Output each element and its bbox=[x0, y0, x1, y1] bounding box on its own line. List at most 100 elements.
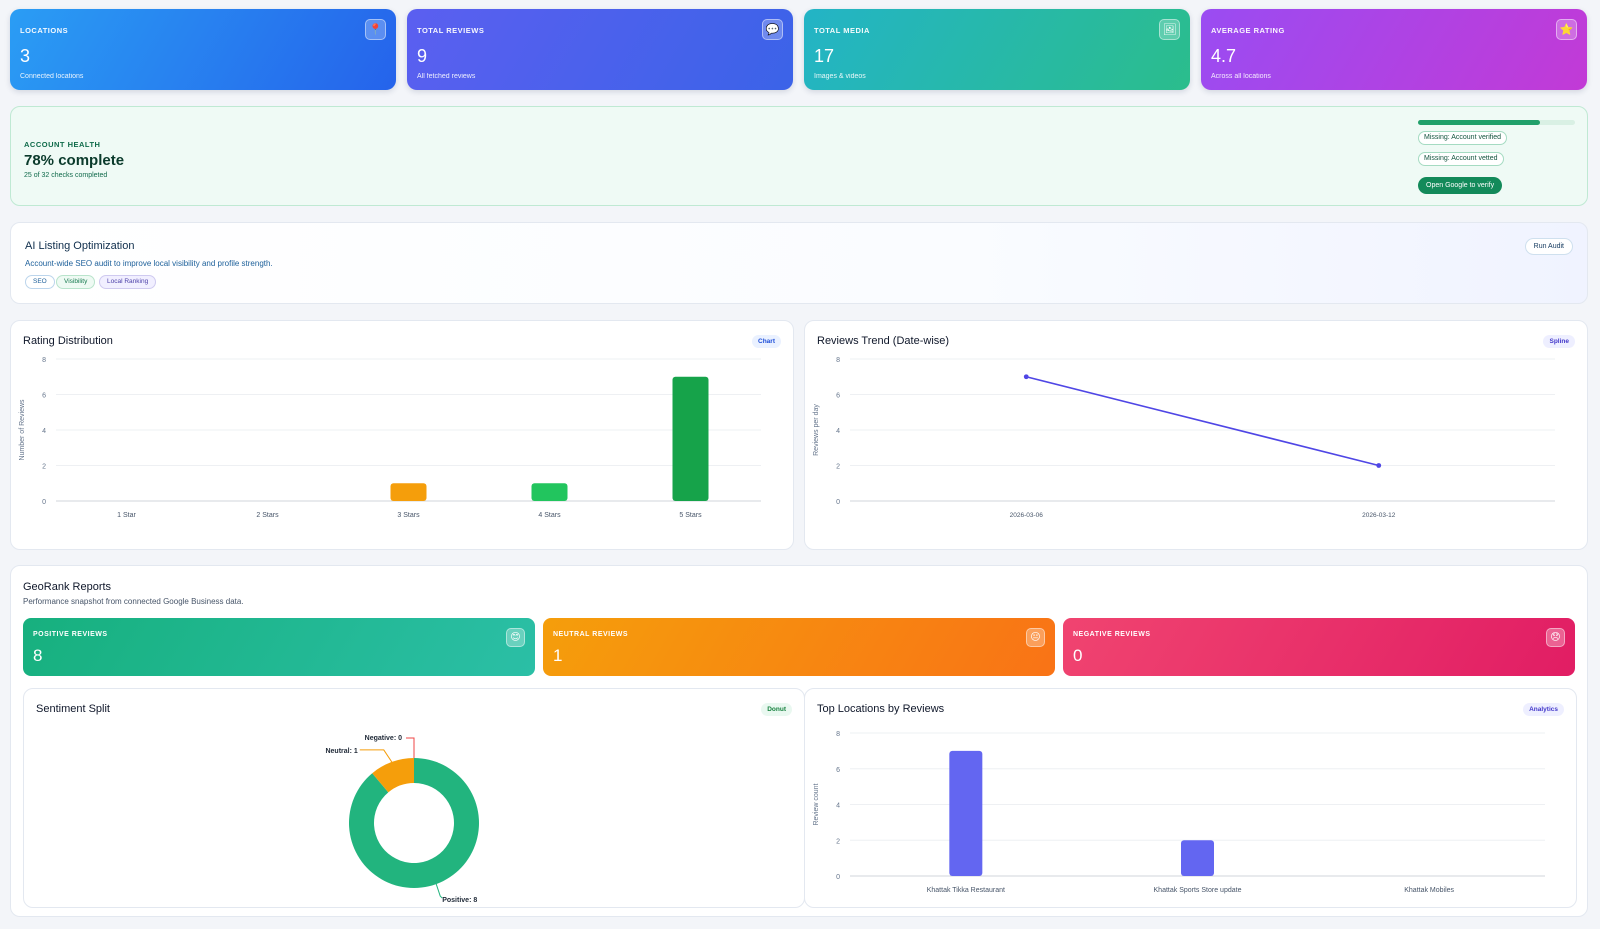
georank-panel: GeoRank Reports Performance snapshot fro… bbox=[10, 565, 1588, 917]
account-health-label: ACCOUNT HEALTH bbox=[24, 140, 101, 149]
open-google-verify-button[interactable]: Open Google to verify bbox=[1418, 177, 1503, 194]
run-audit-button[interactable]: Run Audit bbox=[1524, 238, 1573, 255]
stat-value: 3 bbox=[20, 46, 31, 66]
health-progress-bar bbox=[1418, 120, 1575, 125]
stat-subtitle: All fetched reviews bbox=[417, 73, 476, 80]
reviews-trend-card: Reviews Trend (Date-wise) Spline 0 2 4 6 8 Re… bbox=[804, 320, 1588, 550]
sentiment-value: 0 bbox=[1073, 646, 1083, 665]
top-locations-title: Top Locations by Reviews bbox=[817, 703, 945, 715]
missing-account-verified: Missing: Account verified bbox=[1418, 131, 1508, 145]
donut-slice-positive-leader bbox=[435, 883, 443, 899]
trend-point-2026-03-06 bbox=[1023, 374, 1029, 380]
trend-y-tick-label: 2 bbox=[836, 464, 840, 471]
stat-subtitle: Images & videos bbox=[814, 73, 866, 80]
donut-badge: Donut bbox=[761, 703, 792, 716]
stat-subtitle: Across all locations bbox=[1211, 73, 1271, 80]
sentiment-label: NEUTRAL REVIEWS bbox=[553, 631, 629, 638]
rating-x-tick-label: 5 Stars bbox=[679, 512, 702, 519]
rating-y-tick-label: 6 bbox=[42, 393, 46, 400]
rating-bar-4-star bbox=[531, 483, 568, 501]
trend-y-axis-label: Reviews per day bbox=[813, 404, 820, 456]
donut-slice-positive bbox=[349, 758, 479, 888]
donut-slice-negative-label: Negative: 0 bbox=[365, 735, 402, 742]
chart-badge: Chart bbox=[752, 335, 781, 348]
sentiment-card-neutral-reviews: NEUTRAL REVIEWS 1 😐 bbox=[543, 618, 1055, 676]
stat-value: 4.7 bbox=[1211, 46, 1237, 66]
analytics-badge: Analytics bbox=[1523, 703, 1564, 716]
location-bar-1 bbox=[949, 750, 983, 876]
rating-y-tick-label: 4 bbox=[42, 428, 46, 435]
stat-value: 9 bbox=[417, 46, 428, 66]
trend-y-tick-label: 8 bbox=[836, 357, 840, 364]
rating-y-tick-label: 8 bbox=[42, 357, 46, 364]
sentiment-label: NEGATIVE REVIEWS bbox=[1073, 631, 1151, 638]
image-icon: 🖼 bbox=[1159, 19, 1180, 40]
account-health-panel: ACCOUNT HEALTH 78% complete 25 of 32 che… bbox=[10, 106, 1588, 206]
stat-label: LOCATIONS bbox=[20, 26, 69, 35]
top-locations-card: Top Locations by Reviews Analytics 0 2 4 6 8… bbox=[804, 688, 1577, 908]
georank-desc: Performance snapshot from connected Goog… bbox=[23, 597, 244, 606]
rating-bar-3-star bbox=[390, 483, 427, 501]
sentiment-card-negative-reviews: NEGATIVE REVIEWS 0 😞 bbox=[1063, 618, 1575, 676]
location-bar-2 bbox=[1181, 840, 1214, 876]
missing-account-vetted: Missing: Account vetted bbox=[1418, 152, 1504, 166]
locations-y-tick-label: 4 bbox=[836, 803, 840, 810]
rating-x-tick-label: 3 Stars bbox=[397, 512, 420, 519]
trend-y-tick-label: 4 bbox=[836, 428, 840, 435]
ai-optimization-panel: AI Listing Optimization Account-wide SEO… bbox=[10, 222, 1588, 304]
top-locations-chart: 0 2 4 6 8 Review count Khattak Tikka Restauran… bbox=[813, 731, 1545, 894]
locations-x-tick-label: Khattak Tikka Restaurant bbox=[927, 887, 1005, 894]
stat-card-average-rating: AVERAGE RATING 4.7 Across all locations … bbox=[1201, 9, 1587, 90]
image-icon-glyph: 🖼 bbox=[1162, 24, 1177, 36]
donut-slice-positive-label: Positive: 8 bbox=[442, 897, 477, 904]
chip-seo: SEO bbox=[25, 275, 55, 289]
trend-point-2026-03-12 bbox=[1376, 463, 1382, 468]
spline-badge: Spline bbox=[1543, 335, 1575, 348]
stat-card-total-reviews: TOTAL REVIEWS 9 All fetched reviews 💬 bbox=[407, 9, 793, 90]
health-progress-fill bbox=[1418, 120, 1541, 125]
donut-slice-neutral bbox=[372, 758, 414, 793]
locations-y-tick-label: 6 bbox=[836, 767, 840, 774]
stat-label: AVERAGE RATING bbox=[1211, 26, 1285, 35]
donut-slice-neutral-leader bbox=[359, 749, 393, 763]
map-pin-icon: 📍 bbox=[365, 19, 386, 40]
sentiment-split-title: Sentiment Split bbox=[36, 703, 110, 715]
sentiment-card-positive-reviews: POSITIVE REVIEWS 8 😊 bbox=[23, 618, 535, 676]
rating-distribution-title: Rating Distribution bbox=[23, 335, 113, 347]
chat-bubble-icon: 💬 bbox=[762, 19, 783, 40]
sad-face-icon-glyph: 😞 bbox=[1550, 632, 1561, 643]
trend-y-tick-label: 6 bbox=[836, 393, 840, 400]
ai-optimization-title: AI Listing Optimization bbox=[25, 240, 135, 252]
reviews-trend-title: Reviews Trend (Date-wise) bbox=[817, 335, 950, 347]
georank-title: GeoRank Reports bbox=[23, 581, 112, 593]
sentiment-value: 1 bbox=[553, 646, 563, 665]
locations-y-axis-label: Review count bbox=[813, 783, 820, 825]
rating-x-tick-label: 1 Star bbox=[117, 512, 136, 519]
chip-local-ranking: Local Ranking bbox=[99, 275, 157, 289]
sentiment-label: POSITIVE REVIEWS bbox=[33, 631, 108, 638]
trend-y-tick-label: 0 bbox=[836, 499, 840, 506]
ai-optimization-desc: Account-wide SEO audit to improve local … bbox=[25, 259, 273, 268]
trend-x-tick-label: 2026-03-06 bbox=[1010, 512, 1044, 519]
smile-icon-glyph: 😊 bbox=[510, 632, 521, 643]
stat-subtitle: Connected locations bbox=[20, 73, 84, 80]
stat-card-locations: LOCATIONS 3 Connected locations 📍 bbox=[10, 9, 396, 90]
locations-x-tick-label: Khattak Sports Store update bbox=[1154, 887, 1242, 894]
sentiment-value: 8 bbox=[33, 646, 43, 665]
locations-y-tick-label: 2 bbox=[836, 838, 840, 845]
locations-y-tick-label: 8 bbox=[836, 731, 840, 738]
neutral-face-icon-glyph: 😐 bbox=[1030, 632, 1041, 643]
account-health-percent: 78% complete bbox=[24, 152, 125, 169]
star-icon: ⭐ bbox=[1556, 19, 1577, 40]
stat-label: TOTAL MEDIA bbox=[814, 26, 870, 35]
trend-series-line bbox=[1026, 375, 1379, 467]
rating-x-tick-label: 2 Stars bbox=[256, 512, 279, 519]
account-health-checks: 25 of 32 checks completed bbox=[24, 172, 108, 179]
donut-slice-negative-leader bbox=[406, 737, 415, 758]
chip-visibility: Visibility bbox=[56, 275, 96, 289]
sad-face-icon: 😞 bbox=[1546, 628, 1565, 647]
rating-y-tick-label: 0 bbox=[42, 499, 46, 506]
chat-bubble-icon-glyph: 💬 bbox=[765, 24, 780, 36]
locations-x-tick-label: Khattak Mobiles bbox=[1404, 887, 1454, 894]
sentiment-split-card: Sentiment Split Donut Positive: 8 Neutral… bbox=[23, 688, 805, 908]
